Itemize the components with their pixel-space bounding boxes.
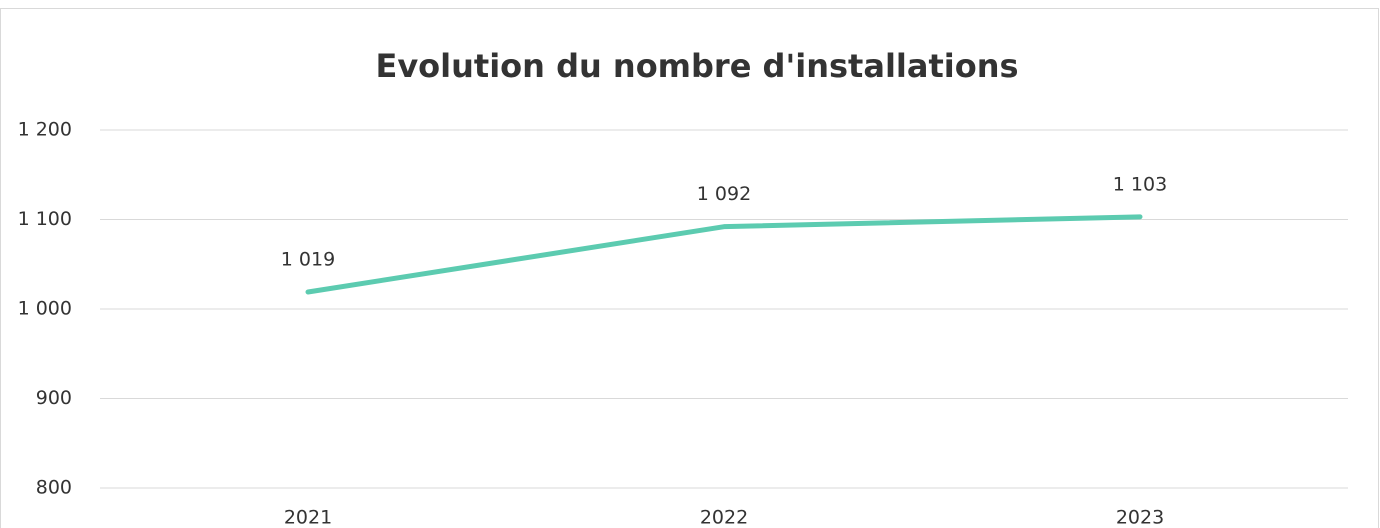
y-tick-label: 800 [36, 477, 72, 499]
data-label: 1 019 [281, 248, 335, 270]
chart-border [0, 8, 1379, 528]
chart-title: Evolution du nombre d'installations [375, 47, 1018, 85]
y-tick-label: 900 [36, 387, 72, 409]
line [305, 214, 1143, 295]
y-tick-label: 1 200 [18, 119, 72, 141]
x-tick-label: 2021 [284, 507, 332, 528]
x-tick-label: 2022 [700, 507, 748, 528]
y-tick-label: 1 100 [18, 208, 72, 230]
x-tick-label: 2023 [1116, 507, 1164, 528]
y-tick-label: 1 000 [18, 298, 72, 320]
data-label: 1 103 [1113, 173, 1167, 195]
data-label: 1 092 [697, 183, 751, 205]
